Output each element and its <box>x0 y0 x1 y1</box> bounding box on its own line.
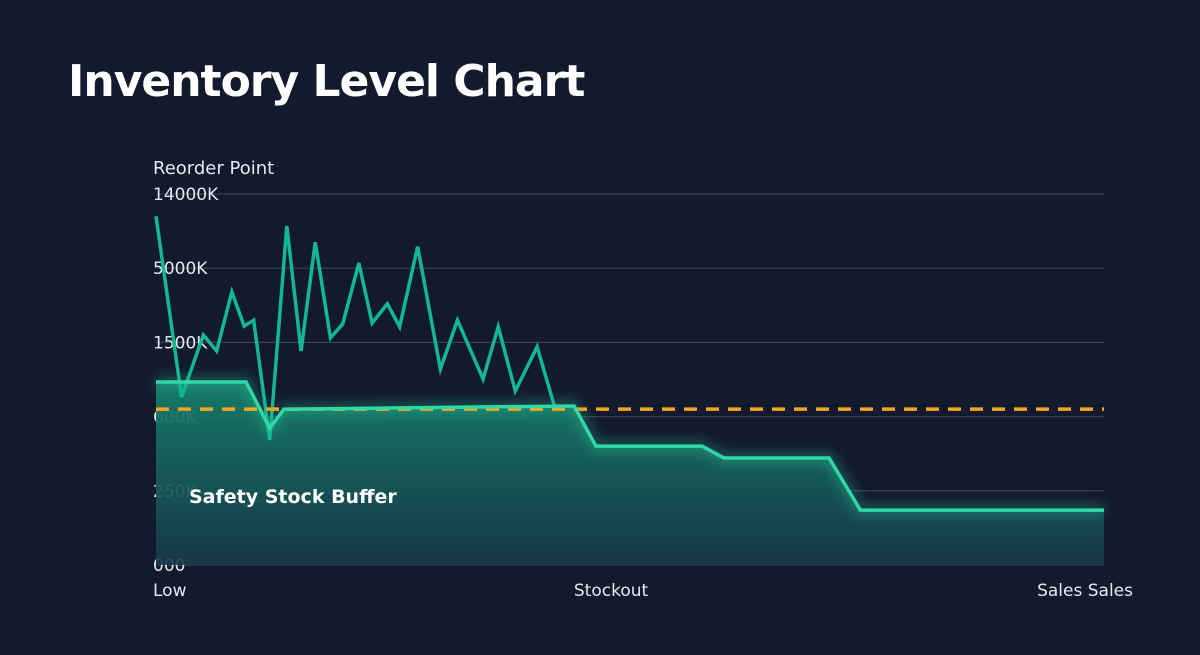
demand-line <box>154 216 556 441</box>
x-tick-label: Stockout <box>574 581 649 601</box>
y-tick-label: 5000K <box>153 259 208 279</box>
safety-stock-area <box>156 381 1104 565</box>
y-axis-label: Reorder Point <box>153 158 274 179</box>
x-tick-label: Sales Sales <box>1037 581 1133 601</box>
y-tick-label: 14000K <box>153 185 219 205</box>
y-tick-label: 1500K <box>153 333 208 353</box>
chart-title: Inventory Level Chart <box>68 56 585 107</box>
safety-stock-annotation: Safety Stock Buffer <box>189 486 397 508</box>
x-tick-label: Low <box>153 581 187 601</box>
inventory-step-line <box>156 380 1104 512</box>
